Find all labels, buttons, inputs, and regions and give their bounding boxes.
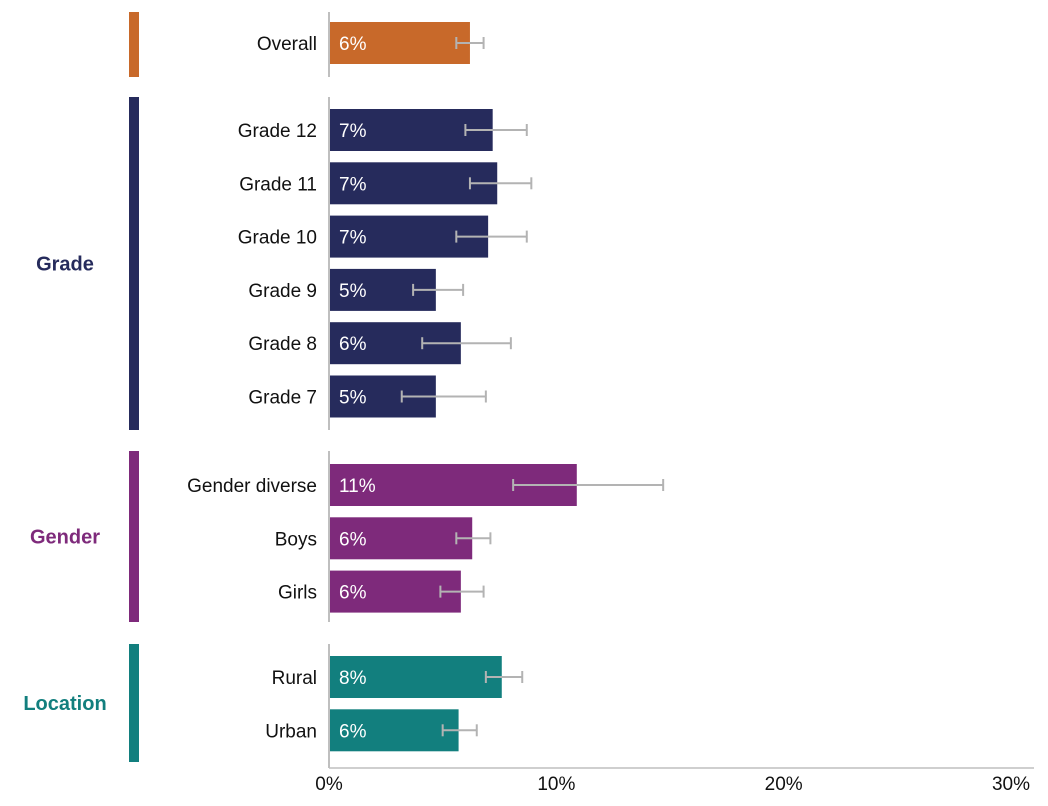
category-label-girls: Girls [278, 583, 317, 604]
error-bar-rural [484, 671, 524, 683]
error-bar-urban [441, 724, 478, 737]
group-bracket-gender [129, 451, 139, 622]
category-label-boys: Boys [275, 529, 317, 550]
error-bar-grade-10 [455, 230, 528, 243]
x-tick-label-10: 10% [537, 774, 575, 795]
category-label-grade-11: Grade 11 [239, 174, 317, 195]
category-label-urban: Urban [265, 721, 317, 742]
error-bar-grade-8 [421, 337, 512, 350]
value-label-grade-11: 7% [339, 174, 367, 195]
group-bracket-location [129, 644, 139, 762]
value-label-gender-diverse: 11% [339, 476, 376, 497]
value-label-overall: 6% [339, 34, 367, 55]
value-label-grade-7: 5% [339, 388, 367, 409]
error-bar-overall [455, 37, 485, 49]
x-tick-label-20: 20% [765, 774, 803, 795]
category-label-grade-12: Grade 12 [238, 121, 317, 142]
error-bar-grade-9 [412, 283, 465, 296]
bar-boys [329, 517, 473, 560]
error-bar-grade-7 [400, 390, 487, 403]
value-label-rural: 8% [339, 668, 367, 689]
category-label-rural: Rural [272, 668, 317, 689]
group-bracket-overall [129, 12, 139, 77]
group-label-gender: Gender [30, 527, 100, 549]
bar-rural [329, 656, 502, 698]
category-label-overall: Overall [257, 34, 317, 55]
error-bar-grade-11 [468, 177, 533, 190]
value-label-grade-12: 7% [339, 121, 367, 142]
value-label-grade-9: 5% [339, 281, 367, 302]
category-label-gender-diverse: Gender diverse [187, 476, 317, 497]
axes-layer: 0% 10% 20% 30% [315, 12, 1034, 795]
value-label-girls: 6% [339, 583, 367, 604]
value-label-boys: 6% [339, 529, 367, 550]
error-bar-grade-12 [464, 124, 528, 136]
error-bar-boys [455, 532, 492, 545]
error-bar-gender-diverse [512, 479, 665, 491]
category-label-grade-10: Grade 10 [238, 228, 317, 249]
bar-urban [329, 709, 459, 752]
group-bracket-grade [129, 97, 139, 430]
group-label-location: Location [23, 693, 106, 715]
bar-girls [329, 570, 461, 613]
group-label-grade: Grade [36, 254, 94, 276]
bar-overall [329, 22, 470, 64]
category-label-grade-8: Grade 8 [248, 334, 317, 355]
value-label-grade-10: 7% [339, 228, 367, 249]
value-label-urban: 6% [339, 721, 367, 742]
bars-layer: Overall 6% Grade 12 7% Grade 11 7% Grade 10 7% G… [187, 22, 665, 752]
error-bar-girls [439, 585, 485, 598]
x-tick-label-30: 30% [992, 774, 1030, 795]
value-label-grade-8: 6% [339, 334, 367, 355]
category-label-grade-7: Grade 7 [248, 388, 317, 409]
category-label-grade-9: Grade 9 [248, 281, 317, 302]
group-brackets: Grade Gender Location [23, 12, 139, 762]
x-tick-label-0: 0% [315, 774, 343, 795]
